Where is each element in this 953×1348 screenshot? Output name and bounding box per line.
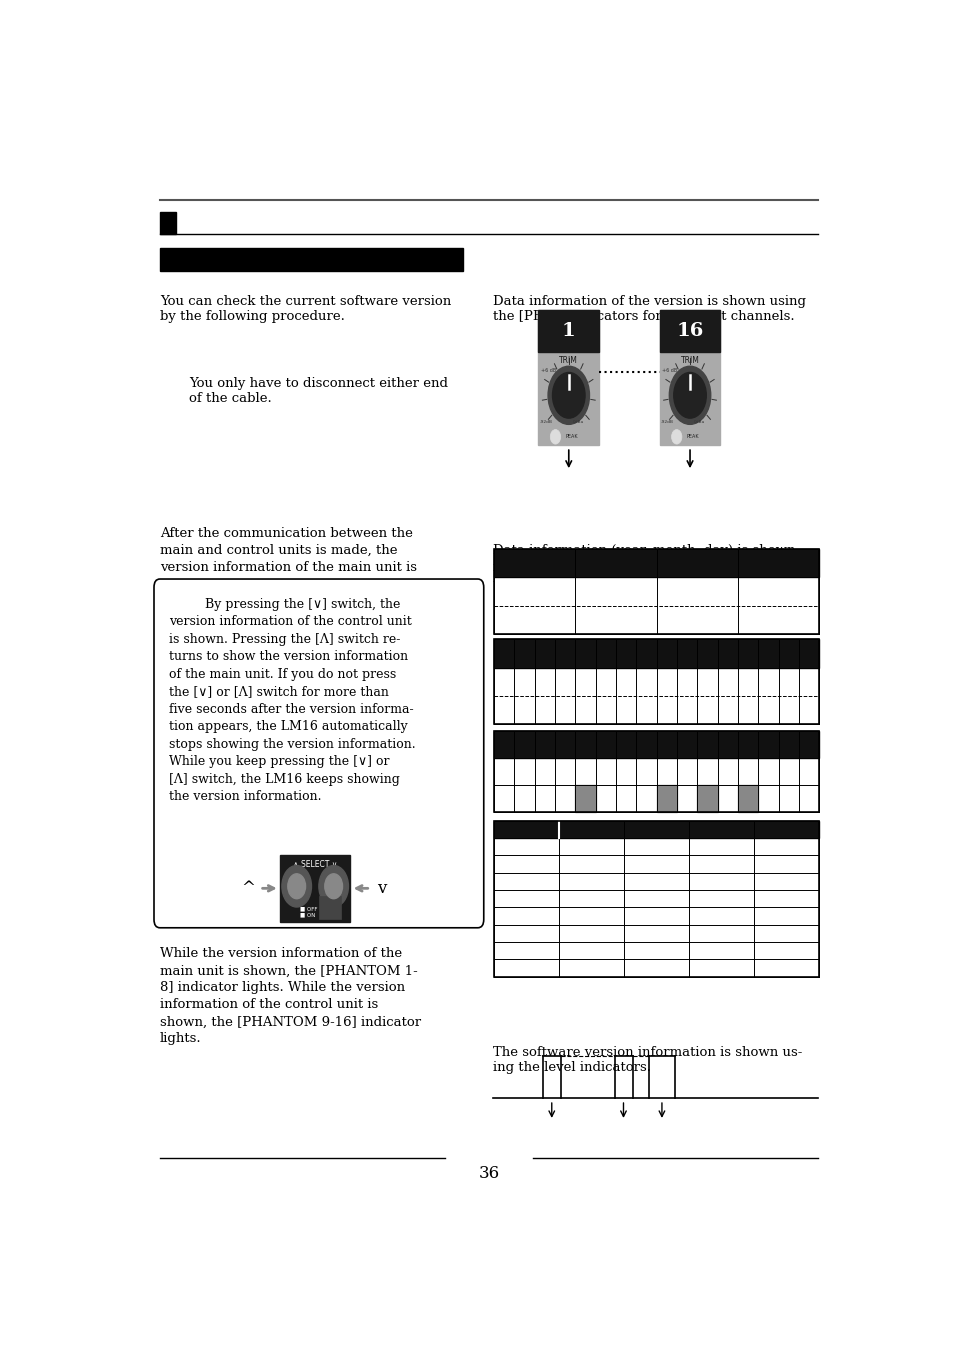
- Circle shape: [547, 367, 589, 425]
- Circle shape: [673, 372, 705, 418]
- Text: After the communication between the
main and control units is made, the
version : After the communication between the main…: [160, 527, 439, 710]
- Bar: [160, 248, 462, 271]
- Bar: [280, 855, 350, 922]
- Bar: [494, 821, 819, 838]
- Text: v: v: [376, 880, 386, 896]
- Circle shape: [671, 430, 681, 443]
- Text: 36: 36: [477, 1166, 499, 1182]
- Bar: [738, 785, 758, 811]
- Text: You can check the current software version
by the following procedure.: You can check the current software versi…: [160, 295, 451, 322]
- Bar: [659, 310, 720, 352]
- Bar: [494, 549, 819, 634]
- Bar: [494, 639, 819, 724]
- Bar: [697, 785, 717, 811]
- Text: ^: ^: [241, 880, 255, 896]
- Bar: [575, 785, 595, 811]
- Circle shape: [324, 874, 342, 899]
- Text: -92dB: -92dB: [539, 421, 553, 425]
- FancyBboxPatch shape: [153, 580, 483, 927]
- Circle shape: [550, 430, 560, 443]
- Bar: [494, 549, 819, 634]
- Text: 1: 1: [561, 322, 575, 340]
- Text: 16: 16: [676, 322, 703, 340]
- Text: Data information (year, month, day) is shown
in four-digit hexadecimal. The foll: Data information (year, month, day) is s…: [492, 543, 804, 608]
- Text: TRIM: TRIM: [558, 356, 578, 365]
- Text: ■ OFF
■ ON: ■ OFF ■ ON: [300, 906, 317, 917]
- Bar: [494, 731, 819, 811]
- Circle shape: [669, 367, 710, 425]
- Text: -92dB: -92dB: [660, 421, 674, 425]
- Bar: [656, 785, 677, 811]
- Circle shape: [552, 372, 584, 418]
- Text: PEAK: PEAK: [564, 434, 578, 439]
- Text: The software version information is shown us-
ing the level indicators.: The software version information is show…: [492, 1046, 801, 1074]
- Text: +6 dB: +6 dB: [661, 368, 677, 373]
- Bar: [494, 639, 819, 667]
- Bar: [537, 310, 598, 445]
- Bar: [318, 896, 341, 919]
- Circle shape: [288, 874, 305, 899]
- Bar: [494, 731, 819, 811]
- Bar: [659, 310, 720, 445]
- Bar: [494, 821, 819, 976]
- Text: ∧ SELECT ∨: ∧ SELECT ∨: [293, 860, 337, 869]
- Text: +6 dB: +6 dB: [540, 368, 556, 373]
- Bar: [494, 821, 819, 976]
- Text: While the version information of the
main unit is shown, the [PHANTOM 1-
8] indi: While the version information of the mai…: [160, 948, 420, 1046]
- Circle shape: [281, 865, 311, 907]
- Bar: [494, 639, 819, 724]
- Text: PEAK: PEAK: [685, 434, 699, 439]
- Text: By pressing the [∨] switch, the
version information of the control unit
is shown: By pressing the [∨] switch, the version …: [169, 597, 415, 803]
- Text: You only have to disconnect either end
of the cable.: You only have to disconnect either end o…: [190, 376, 448, 404]
- Bar: [494, 731, 819, 758]
- Circle shape: [318, 865, 348, 907]
- Text: 0dBu: 0dBu: [693, 421, 704, 425]
- Text: Checking the current software version: Checking the current software version: [167, 253, 426, 266]
- Text: Data information of the version is shown using
the [PEAK] indicators for the inp: Data information of the version is shown…: [492, 295, 804, 322]
- Bar: [160, 212, 176, 235]
- Bar: [494, 549, 819, 577]
- Text: TRIM: TRIM: [679, 356, 699, 365]
- Bar: [537, 310, 598, 352]
- Text: 0dBu: 0dBu: [572, 421, 583, 425]
